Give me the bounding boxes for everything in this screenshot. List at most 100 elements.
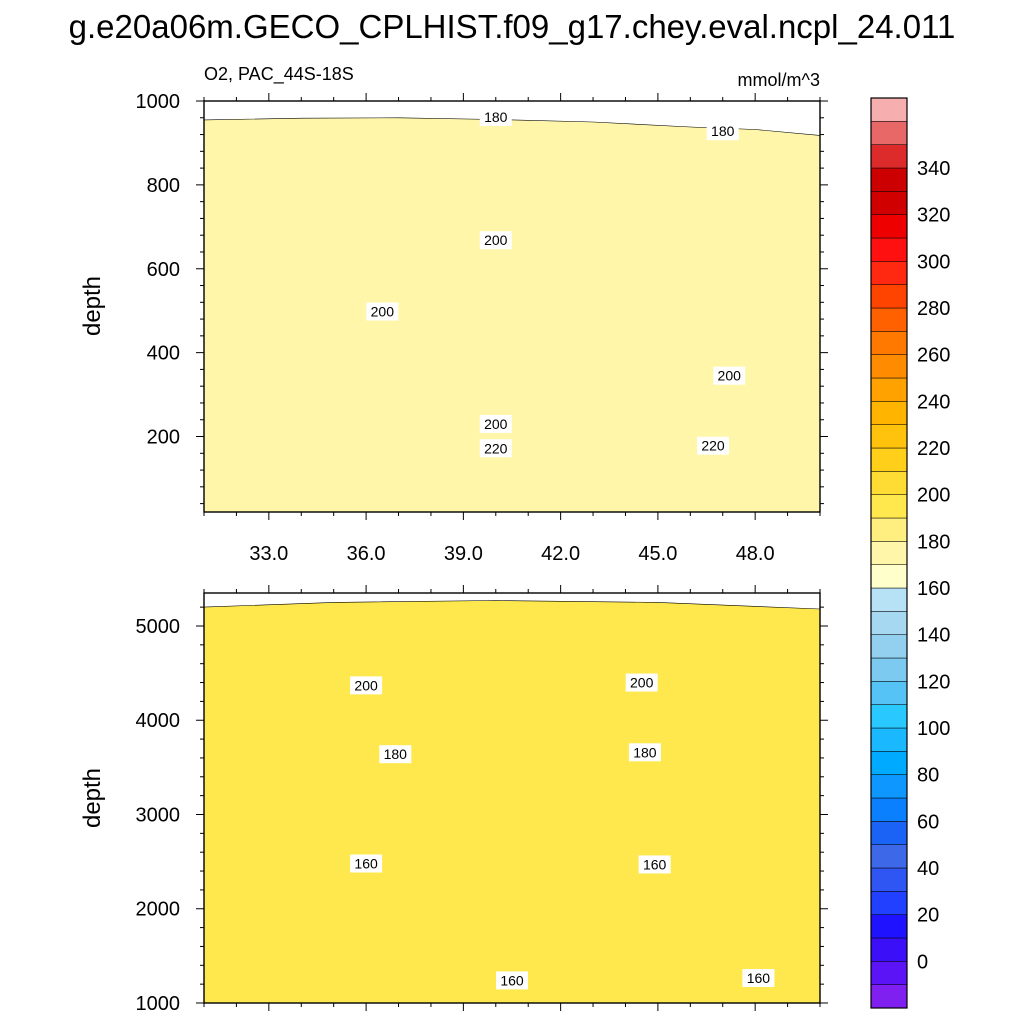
panel-bottom-y-axis-label: depth — [79, 768, 106, 828]
plot-frame — [203, 592, 821, 1004]
contour-label: 200 — [713, 366, 746, 385]
y-tick-label: 200 — [147, 427, 180, 449]
colorbar-swatch — [870, 611, 908, 635]
contour-label: 200 — [366, 302, 399, 321]
contour-label: 220 — [697, 436, 730, 455]
svg-text:180: 180 — [711, 123, 735, 139]
svg-text:160: 160 — [500, 972, 524, 988]
colorbar-swatch — [870, 657, 908, 682]
colorbar-swatch — [870, 377, 908, 402]
colorbar-swatch — [870, 891, 908, 915]
contour-label: 160 — [742, 969, 775, 988]
colorbar-tick-label: 220 — [917, 438, 950, 460]
colorbar-tick-label: 120 — [917, 671, 950, 693]
colorbar-swatch — [870, 354, 908, 379]
contour-label: 180 — [479, 107, 512, 126]
contour-label: 200 — [479, 414, 512, 433]
colorbar-swatch — [870, 751, 908, 775]
contour-line — [204, 117, 820, 136]
contour-label: 160 — [496, 971, 528, 990]
x-tick-label: 48.0 — [736, 543, 775, 565]
colorbar-swatch — [870, 144, 908, 169]
figure-title: g.e20a06m.GECO_CPLHIST.f09_g17.chey.eval… — [69, 8, 956, 45]
svg-text:220: 220 — [701, 438, 725, 454]
y-tick-label: 600 — [147, 259, 180, 281]
svg-text:160: 160 — [354, 856, 378, 872]
colorbar-swatch — [870, 681, 908, 705]
colorbar-tick-label: 100 — [917, 718, 950, 740]
y-tick-label: 1000 — [136, 91, 181, 113]
colorbar-tick-label: 340 — [917, 158, 950, 180]
axis-ticks — [196, 585, 828, 1011]
colorbar-swatch — [870, 237, 908, 262]
y-tick-label: 800 — [147, 175, 180, 197]
svg-text:180: 180 — [384, 746, 408, 762]
colorbar-tick-label: 140 — [917, 625, 950, 647]
colorbar-swatch — [870, 401, 908, 425]
x-tick-label: 36.0 — [347, 543, 386, 565]
colorbar-swatch — [870, 821, 908, 845]
colorbar-swatch — [870, 984, 908, 1009]
colorbar-swatch — [870, 447, 908, 472]
svg-text:200: 200 — [371, 304, 395, 320]
contour-label: 160 — [350, 854, 383, 873]
colorbar-swatch — [870, 307, 908, 332]
svg-text:200: 200 — [630, 675, 654, 691]
colorbar-swatch — [870, 844, 908, 869]
axis-ticks — [196, 93, 828, 520]
colorbar-swatch — [870, 797, 908, 822]
colorbar-swatch — [870, 261, 908, 285]
colorbar-swatch — [870, 191, 908, 215]
colorbar-swatch — [870, 704, 908, 729]
colorbar-tick-label: 160 — [917, 578, 950, 600]
colorbar-tick-label: 0 — [917, 951, 928, 973]
colorbar-swatch — [870, 471, 908, 495]
contour-label: 200 — [625, 673, 658, 692]
colorbar-swatch — [870, 121, 908, 145]
svg-text:160: 160 — [643, 856, 667, 872]
colorbar-swatch — [870, 961, 908, 985]
plot-frame — [203, 100, 821, 513]
colorbar-swatch — [870, 727, 908, 752]
colorbar-tick-label: 240 — [917, 391, 950, 413]
colorbar-tick-label: 260 — [917, 345, 950, 367]
svg-text:200: 200 — [354, 677, 378, 693]
x-tick-label: 39.0 — [444, 543, 483, 565]
svg-text:200: 200 — [718, 368, 742, 384]
colorbar-swatch — [870, 587, 908, 612]
panel-top: O2, PAC_44S-18S mmol/m^3 depth 200 400 600… — [79, 64, 828, 565]
y-tick-label: 2000 — [136, 899, 181, 921]
svg-text:180: 180 — [633, 744, 657, 760]
y-tick-label: 1000 — [136, 993, 181, 1015]
colorbar-tick-label: 180 — [917, 531, 950, 553]
svg-text:200: 200 — [484, 416, 508, 432]
colorbar-swatch — [870, 541, 908, 565]
contour-label: 160 — [638, 855, 671, 874]
colorbar-swatch — [870, 774, 908, 799]
y-tick-label: 4000 — [136, 710, 181, 732]
colorbar: 3403203002802602402202001801601401201008… — [870, 97, 950, 1009]
panel-fill-layer — [204, 117, 820, 512]
colorbar-tick-label: 280 — [917, 298, 950, 320]
colorbar-swatch — [870, 634, 908, 659]
panel-top-y-axis-label: depth — [79, 276, 106, 336]
contour-label: 200 — [350, 676, 383, 695]
colorbar-swatch — [870, 914, 908, 939]
colorbar-tick-label: 200 — [917, 485, 950, 507]
panel-top-variable-label: O2, PAC_44S-18S — [204, 64, 354, 85]
x-tick-label: 45.0 — [638, 543, 677, 565]
colorbar-tick-label: 20 — [917, 905, 939, 927]
colorbar-swatch — [870, 284, 908, 309]
colorbar-swatch — [870, 564, 908, 589]
contour-line — [204, 600, 820, 610]
svg-text:220: 220 — [484, 440, 508, 456]
colorbar-swatch — [870, 214, 908, 239]
colorbar-swatch — [870, 424, 908, 449]
colorbar-tick-label: 320 — [917, 205, 950, 227]
colorbar-tick-label: 60 — [917, 811, 939, 833]
x-tick-label: 42.0 — [541, 543, 580, 565]
colorbar-tick-label: 40 — [917, 858, 939, 880]
svg-text:160: 160 — [747, 970, 771, 986]
colorbar-swatch — [870, 494, 908, 519]
